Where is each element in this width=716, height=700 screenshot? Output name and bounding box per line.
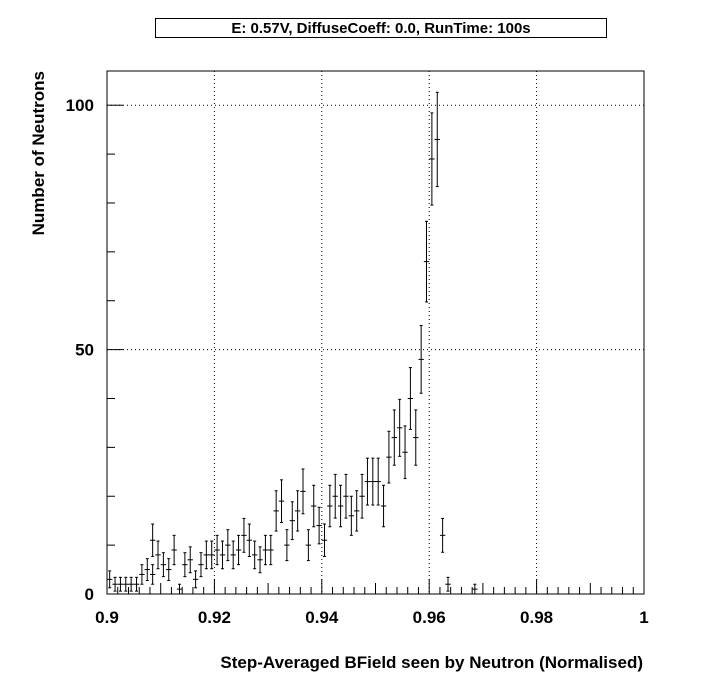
- data-point: [166, 558, 172, 581]
- data-point: [321, 523, 328, 557]
- data-point: [327, 484, 333, 528]
- x-tick-label: 0.98: [520, 608, 553, 627]
- data-point: [359, 473, 365, 519]
- data-point: [316, 506, 322, 545]
- x-tick-label: 0.94: [305, 608, 339, 627]
- y-tick-label: 50: [75, 341, 94, 360]
- data-point: [418, 325, 424, 394]
- data-point: [305, 529, 312, 562]
- data-point: [209, 540, 215, 570]
- data-point: [439, 517, 446, 553]
- data-point: [311, 484, 317, 528]
- data-point: [225, 529, 231, 562]
- data-point: [144, 558, 150, 581]
- data-point: [402, 425, 408, 480]
- data-point: [176, 583, 183, 595]
- data-point: [268, 534, 274, 566]
- data-point: [149, 564, 156, 585]
- data-point: [257, 546, 263, 574]
- data-point: [273, 490, 279, 532]
- chart-title: E: 0.57V, DiffuseCoeff: 0.0, RunTime: 10…: [155, 18, 607, 38]
- data-point: [117, 576, 124, 592]
- data-point: [396, 398, 403, 457]
- data-point: [472, 583, 478, 595]
- data-point: [187, 546, 193, 574]
- data-point: [284, 529, 290, 562]
- plot-frame: [106, 70, 645, 595]
- data-point: [278, 479, 285, 523]
- data-point: [160, 552, 167, 578]
- data-point: [133, 576, 140, 592]
- data-point: [407, 367, 414, 430]
- data-point: [128, 576, 134, 592]
- x-tick-label: 0.92: [198, 608, 231, 627]
- data-point: [380, 484, 387, 528]
- data-point: [434, 91, 440, 188]
- data-point: [332, 473, 338, 519]
- data-point: [235, 534, 242, 566]
- data-point: [423, 220, 430, 303]
- y-tick-label: 100: [66, 96, 94, 115]
- data-point: [262, 534, 269, 566]
- data-point: [214, 534, 220, 566]
- data-point: [198, 552, 204, 578]
- x-tick-label: 0.96: [413, 608, 446, 627]
- data-point: [354, 490, 360, 532]
- data-point: [123, 576, 129, 592]
- y-tick-label: 0: [85, 585, 94, 604]
- axis-ticks: [106, 104, 645, 595]
- data-point: [251, 540, 258, 570]
- data-point: [182, 552, 188, 578]
- data-point: [289, 501, 295, 541]
- data-point: [348, 495, 355, 536]
- data-points: [107, 91, 478, 595]
- data-point: [429, 112, 435, 206]
- data-point: [294, 490, 301, 532]
- data-point: [413, 409, 419, 466]
- data-point: [149, 523, 156, 557]
- data-point: [203, 540, 210, 570]
- data-point: [375, 457, 381, 506]
- data-point: [364, 457, 371, 506]
- tick-labels: 0.9 0.92 0.94 0.96 0.98 1 0 50 100: [66, 96, 649, 627]
- x-axis-label: Step-Averaged BField seen by Neutron (No…: [220, 653, 643, 672]
- data-point: [370, 457, 376, 506]
- data-point: [230, 540, 236, 570]
- grid-lines: [107, 71, 644, 594]
- data-point: [107, 570, 113, 589]
- data-point: [246, 523, 252, 557]
- data-point: [139, 564, 145, 585]
- data-point: [155, 540, 161, 570]
- data-point: [192, 570, 199, 589]
- data-point: [241, 517, 247, 553]
- data-point: [219, 540, 226, 570]
- x-tick-label: 1: [639, 608, 648, 627]
- y-axis-label: Number of Neutrons: [29, 71, 48, 235]
- x-tick-label: 0.9: [95, 608, 119, 627]
- data-point: [386, 430, 392, 484]
- data-point: [171, 534, 177, 566]
- data-point: [300, 468, 306, 515]
- data-point: [391, 409, 397, 466]
- data-point: [343, 473, 349, 519]
- data-point: [337, 484, 344, 528]
- data-point: [445, 576, 451, 592]
- data-point: [112, 576, 118, 592]
